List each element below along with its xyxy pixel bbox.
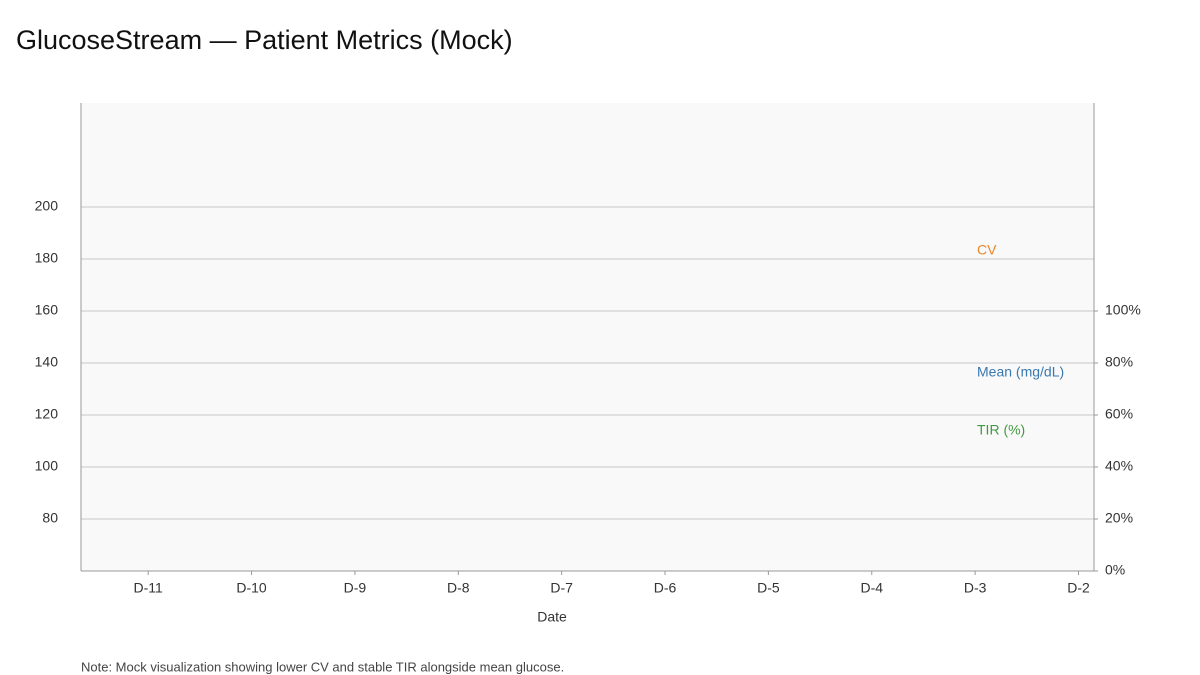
- chart-title: GlucoseStream — Patient Metrics (Mock): [16, 25, 513, 55]
- x-tick-label: D-10: [236, 580, 267, 596]
- y2-tick-label: 0%: [1105, 562, 1125, 578]
- y2-tick-label: 60%: [1105, 406, 1133, 422]
- plot-area: [81, 103, 1094, 571]
- x-tick-label: D-11: [134, 580, 164, 596]
- x-tick-label: D-3: [964, 580, 987, 596]
- y-tick-label: 100: [35, 458, 59, 474]
- legend-label: CV: [977, 242, 997, 258]
- x-tick-label: D-5: [757, 580, 780, 596]
- legend-label: Mean (mg/dL): [977, 364, 1064, 380]
- y2-tick-label: 80%: [1105, 354, 1133, 370]
- x-tick-label: D-4: [860, 580, 883, 596]
- x-tick-label: D-7: [550, 580, 573, 596]
- y2-tick-label: 100%: [1105, 302, 1141, 318]
- y-tick-label: 160: [35, 302, 59, 318]
- y-tick-label: 140: [35, 354, 59, 370]
- y-tick-label: 180: [35, 250, 59, 266]
- x-axis-label: Date: [537, 609, 567, 625]
- note: Note: Mock visualization showing lower C…: [81, 659, 564, 674]
- y2-tick-label: 20%: [1105, 510, 1133, 526]
- legend-label: TIR (%): [977, 422, 1025, 438]
- y-tick-label: 80: [42, 510, 58, 526]
- y2-tick-label: 40%: [1105, 458, 1133, 474]
- x-tick-label: D-9: [344, 580, 367, 596]
- x-tick-label: D-8: [447, 580, 470, 596]
- y-tick-label: 200: [35, 198, 59, 214]
- x-tick-label: D-2: [1067, 580, 1090, 596]
- x-tick-label: D-6: [654, 580, 677, 596]
- y-tick-label: 120: [35, 406, 59, 422]
